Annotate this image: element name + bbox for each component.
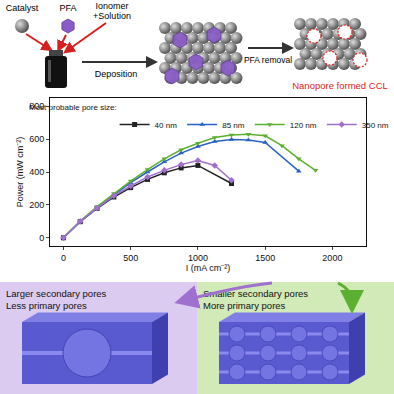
- svg-text:200: 200: [29, 200, 44, 210]
- svg-text:Deposition: Deposition: [95, 69, 138, 79]
- svg-text:I (mA cm⁻²): I (mA cm⁻²): [186, 263, 231, 273]
- svg-text:2000: 2000: [322, 253, 342, 263]
- svg-text:Catalyst: Catalyst: [6, 3, 39, 13]
- svg-text:Ionomer: Ionomer: [95, 1, 128, 11]
- svg-text:40 nm: 40 nm: [155, 121, 178, 130]
- svg-text:Power (mW cm⁻²): Power (mW cm⁻²): [15, 137, 25, 208]
- html-text:Less primary pores: Less primary pores: [6, 300, 87, 311]
- svg-text:0: 0: [61, 253, 66, 263]
- svg-text:85 nm: 85 nm: [222, 121, 245, 130]
- svg-text:1000: 1000: [188, 253, 208, 263]
- svg-text:Most probable pore size:: Most probable pore size:: [29, 103, 117, 112]
- svg-text:350 nm: 350 nm: [362, 121, 389, 130]
- svg-text:1500: 1500: [255, 253, 275, 263]
- svg-text:400: 400: [29, 167, 44, 177]
- html-text:Smaller secondary pores: Smaller secondary pores: [203, 288, 309, 299]
- svg-text:600: 600: [29, 134, 44, 144]
- svg-text:PFA: PFA: [59, 3, 76, 13]
- svg-text:500: 500: [123, 253, 138, 263]
- svg-text:PFA removal: PFA removal: [244, 55, 292, 65]
- html-text:More primary pores: More primary pores: [203, 300, 286, 311]
- html-text:Larger secondary pores: Larger secondary pores: [6, 288, 107, 299]
- svg-text:0: 0: [39, 233, 44, 243]
- svg-text:120 nm: 120 nm: [290, 121, 317, 130]
- svg-text:Nanopore formed CCL: Nanopore formed CCL: [292, 80, 388, 91]
- svg-text:+Solution: +Solution: [93, 11, 131, 21]
